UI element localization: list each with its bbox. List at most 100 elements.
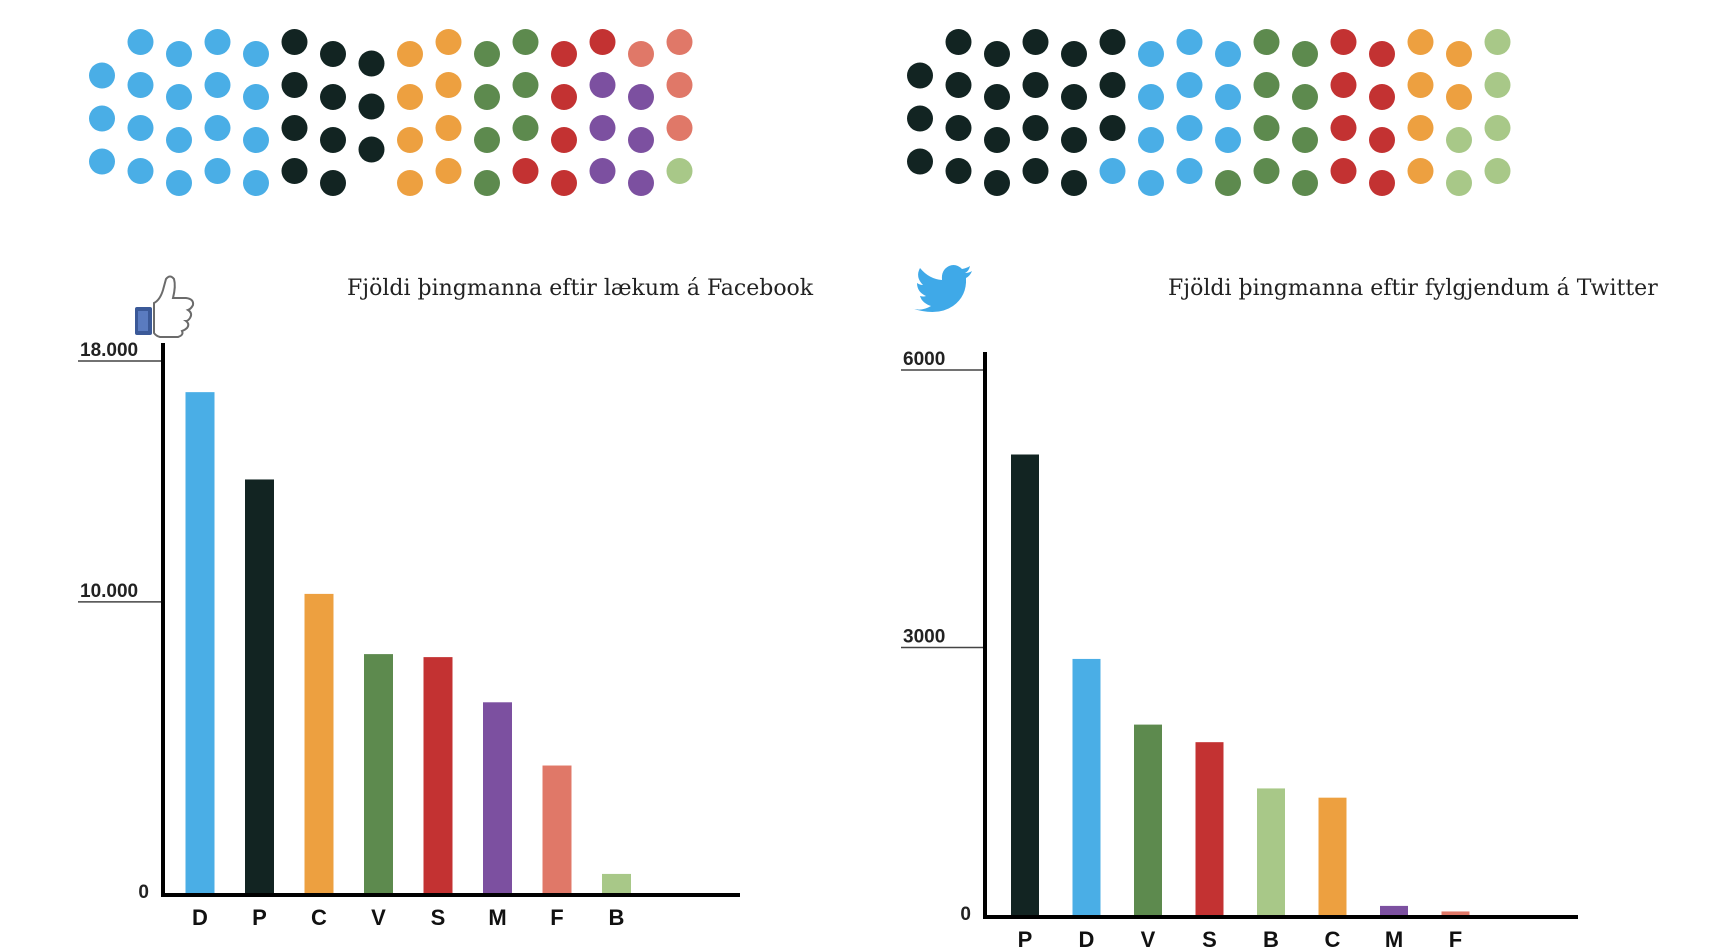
chart-title-right: Fjöldi þingmanna eftir fylgjendum á Twit… [1168,276,1658,301]
seat-dot [1292,170,1318,196]
seat-dot [1446,170,1472,196]
seat-dot [320,41,346,67]
seat-dot [89,148,115,175]
seat-dot [1099,29,1126,55]
bar-B [602,873,631,895]
seat-dot [397,41,423,67]
seat-dot [166,170,192,196]
facebook-panel: Fjöldi þingmanna eftir lækum á Facebook … [78,29,814,930]
category-label-P: P [252,905,267,930]
seat-dot [127,29,154,55]
seat-dot [1138,84,1164,110]
seat-dot [320,84,346,110]
bar-C [304,593,334,895]
seat-dot [243,170,269,196]
category-label-B: B [1263,927,1279,952]
tick-label: 3000 [903,627,945,648]
seat-dot [204,29,231,55]
seat-dot [551,170,577,196]
seat-dot [320,170,346,196]
seat-dot [1215,84,1241,110]
seat-dot [1369,170,1395,196]
seat-dot [166,84,192,110]
seat-dot [1292,127,1318,153]
bar-V [1134,724,1162,917]
seat-dot [907,62,933,89]
seat-dot [1484,72,1511,98]
twitter-bird-icon [911,265,972,313]
dots-left [89,29,693,196]
seat-dot [320,127,346,153]
seat-dot [984,84,1010,110]
seat-dot [358,50,385,77]
seat-dot [1484,115,1511,141]
seat-dot [1215,170,1241,196]
seat-dot [1369,41,1395,67]
seat-dot [628,127,654,153]
bar-B [1257,788,1285,917]
seat-dot [1446,41,1472,67]
seat-dot [907,148,933,175]
seat-dot [1330,72,1357,98]
seat-dot [1292,41,1318,67]
seat-dot [281,72,308,98]
bars-right [1011,454,1470,917]
ticks-left: 0 10.000 18.000 [78,340,163,903]
seat-dot [89,105,115,132]
seat-dot [1253,72,1280,98]
seat-dot [1099,115,1126,141]
seat-dot [1022,72,1049,98]
seat-dot [984,170,1010,196]
seat-dot [435,158,462,184]
seat-dot [945,29,972,55]
ticks-right: 0 3000 6000 [901,349,985,925]
seat-dot [397,127,423,153]
category-label-F: F [550,905,563,930]
seat-dot [204,158,231,184]
bars-left [185,392,631,895]
bar-P [1011,454,1039,917]
category-label-M: M [1385,927,1403,952]
seat-dot [1215,41,1241,67]
seat-dot [589,115,616,141]
seat-dot [243,127,269,153]
seat-dot [127,158,154,184]
seat-dot [281,158,308,184]
seat-dot [281,29,308,55]
seat-dot [1253,115,1280,141]
seat-dot [907,105,933,132]
seat-dot [435,115,462,141]
seat-dot [1022,29,1049,55]
seat-dot [512,29,539,55]
bar-M [483,702,512,895]
seat-dot [1407,29,1434,55]
seat-dot [166,127,192,153]
facebook-chart-svg: Fjöldi þingmanna eftir lækum á Facebook … [78,29,814,930]
seat-dot [358,93,385,120]
seat-dot [397,84,423,110]
seat-dot [589,72,616,98]
seat-dot [474,41,500,67]
seat-dot [984,41,1010,67]
seat-dot [204,115,231,141]
seat-dot [984,127,1010,153]
seat-dot [1022,158,1049,184]
seat-dot [1176,158,1203,184]
bar-F [542,765,572,895]
facebook-like-icon [135,275,195,338]
category-label-C: C [1325,927,1341,952]
bar-S [423,657,453,895]
seat-dot [1099,158,1126,184]
bar-F [1441,911,1470,917]
seat-dot [589,158,616,184]
seat-dot [589,29,616,55]
category-label-S: S [1202,927,1217,952]
seat-dot [1407,72,1434,98]
seat-dot [551,127,577,153]
seat-dot [474,170,500,196]
seat-dot [628,170,654,196]
bar-S [1195,742,1224,917]
seat-dot [435,29,462,55]
tick-label: 6000 [903,349,945,370]
